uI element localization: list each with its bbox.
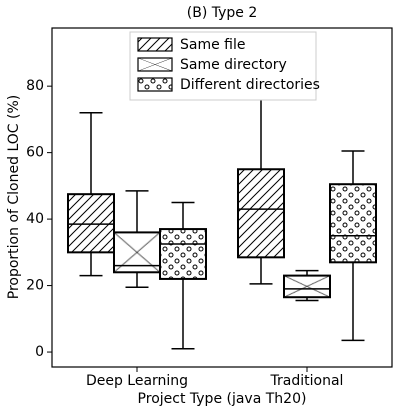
y-tick-label: 80 (26, 78, 44, 94)
box (329, 183, 377, 264)
legend-label: Same directory (180, 57, 287, 73)
y-tick-label: 60 (26, 145, 44, 161)
x-axis-label: Project Type (java Th20) (138, 391, 307, 407)
x-tick-label: Traditional (270, 373, 344, 389)
box (237, 168, 285, 259)
x-tick-label: Deep Learning (86, 373, 188, 389)
y-tick-label: 40 (26, 211, 44, 227)
y-tick-label: 20 (26, 278, 44, 294)
legend-label: Same file (180, 37, 246, 53)
y-axis-label: Proportion of Cloned LOC (%) (6, 95, 22, 299)
box (159, 228, 207, 280)
legend-label: Different directories (180, 77, 320, 93)
plot-frame (51, 27, 393, 368)
legend-swatch (137, 57, 173, 72)
legend-swatch (137, 37, 173, 52)
y-tick-label: 0 (35, 344, 44, 360)
box (67, 193, 115, 254)
box (283, 274, 331, 299)
legend-swatch (137, 77, 173, 92)
chart-title: (B) Type 2 (187, 5, 258, 21)
